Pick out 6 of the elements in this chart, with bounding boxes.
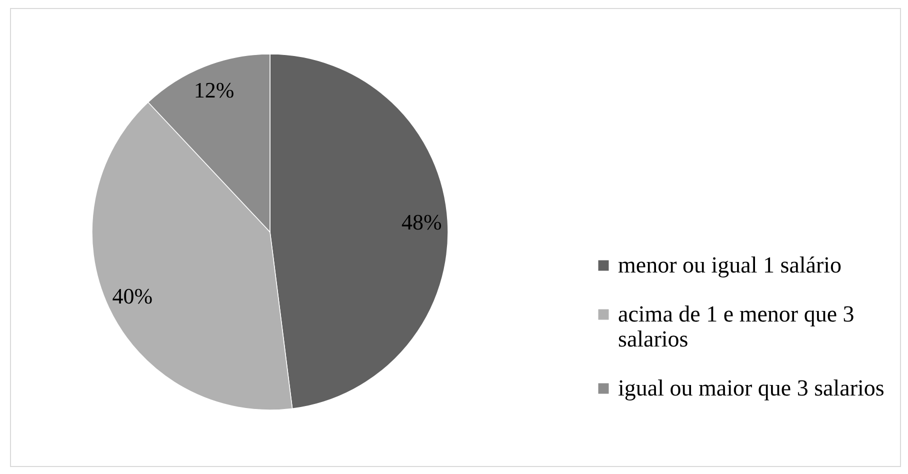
legend-label: menor ou igual 1 salário xyxy=(618,252,842,278)
legend-label: igual ou maior que 3 salarios xyxy=(618,376,884,400)
data-label: 12% xyxy=(194,78,234,103)
data-label: 40% xyxy=(112,284,153,309)
legend-label: acima de 1 e menor que 3 salarios xyxy=(618,302,854,352)
data-label: 48% xyxy=(402,209,442,234)
